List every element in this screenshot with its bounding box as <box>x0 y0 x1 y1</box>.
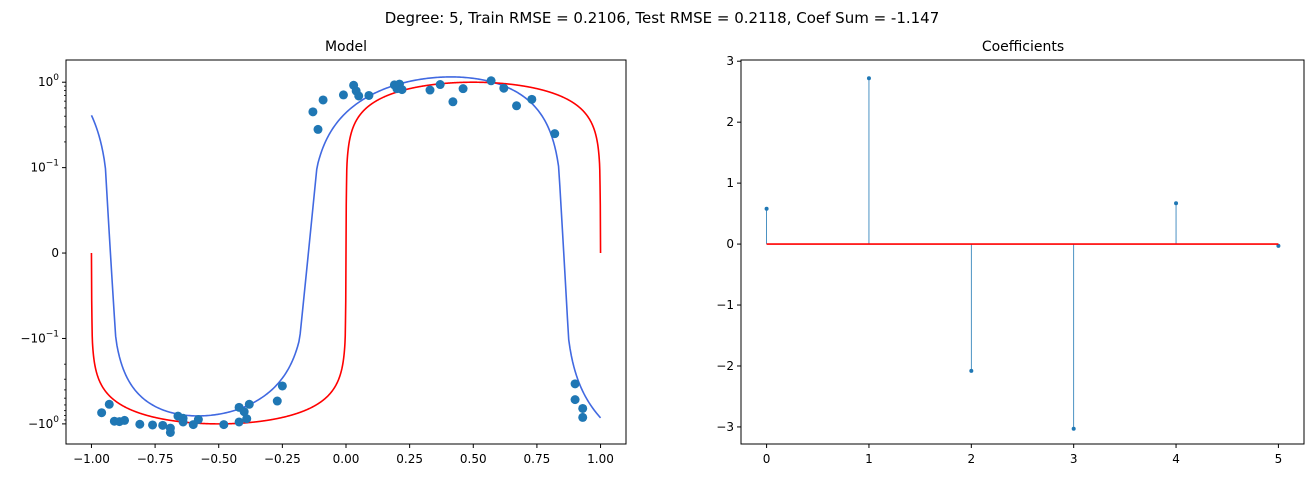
coef-y-tick-label-1: 2 <box>726 115 734 129</box>
coefficients-chart: Coefficients 0 1 2 3 4 5 3 2 1 0 −1 −2 −3 <box>716 39 1305 466</box>
y-tick-label-3: −10−1 <box>20 329 59 345</box>
data-point-26 <box>338 90 348 100</box>
x-tick-label-5: 0.25 <box>396 452 423 466</box>
model-chart-title: Model <box>325 39 367 55</box>
data-point-1 <box>104 399 114 409</box>
data-point-20 <box>244 399 254 409</box>
data-point-44 <box>570 379 580 389</box>
y-tick-label-0: 100 <box>38 73 59 89</box>
coefficients-chart-title: Coefficients <box>982 39 1064 55</box>
coef-x-tick-label-2: 2 <box>967 452 975 466</box>
data-point-17 <box>234 417 244 427</box>
model-chart: Model −1.00 −0.75 −0.50 −0.25 0.00 0.25 0.50 0.… <box>20 39 627 466</box>
x-tick-label-6: 0.50 <box>460 452 487 466</box>
data-point-21 <box>272 396 282 406</box>
figure-suptitle: Degree: 5, Train RMSE = 0.2106, Test RMS… <box>385 9 940 27</box>
stem-marker-1 <box>866 76 871 81</box>
data-point-34 <box>397 85 407 95</box>
coefficients-plot-area <box>764 76 1281 431</box>
x-tick-label-0: −1.00 <box>73 452 110 466</box>
coef-y-tick-label-5: −2 <box>716 359 734 373</box>
data-point-30 <box>364 90 374 100</box>
data-point-45 <box>570 395 580 405</box>
model-y-axis: 100 10−1 0 −10−1 −100 <box>20 73 66 431</box>
data-point-41 <box>512 101 522 111</box>
data-point-47 <box>578 412 588 422</box>
data-point-43 <box>550 129 560 139</box>
coef-y-tick-label-2: 1 <box>726 176 734 190</box>
data-point-42 <box>527 94 537 104</box>
y-tick-label-2: 0 <box>51 246 59 260</box>
coef-y-tick-label-6: −3 <box>716 420 734 434</box>
x-tick-label-1: −0.75 <box>137 452 174 466</box>
coef-x-tick-label-1: 1 <box>865 452 873 466</box>
true-function-line <box>90 81 602 425</box>
stem-marker-5 <box>1276 243 1281 248</box>
coef-x-tick-label-3: 3 <box>1070 452 1078 466</box>
x-tick-label-4: 0.00 <box>333 452 360 466</box>
stem-marker-4 <box>1174 201 1179 206</box>
x-tick-label-3: −0.25 <box>264 452 301 466</box>
data-point-14 <box>193 415 203 425</box>
model-plot-area <box>90 76 602 437</box>
data-point-38 <box>458 84 468 94</box>
y-tick-label-1: 10−1 <box>30 159 59 175</box>
data-point-46 <box>578 403 588 413</box>
stem-marker-0 <box>764 206 769 211</box>
data-point-37 <box>448 97 458 107</box>
coefficients-axes-frame <box>740 59 1305 445</box>
data-point-19 <box>242 414 252 424</box>
coef-x-tick-label-5: 5 <box>1275 452 1283 466</box>
data-point-24 <box>313 124 323 134</box>
x-tick-label-2: −0.50 <box>200 452 237 466</box>
stem-marker-2 <box>969 368 974 373</box>
data-point-9 <box>165 427 175 437</box>
data-point-23 <box>308 107 318 117</box>
data-point-4 <box>120 415 130 425</box>
data-point-36 <box>435 80 445 90</box>
data-point-29 <box>354 91 364 101</box>
data-point-5 <box>135 419 145 429</box>
data-point-12 <box>178 417 188 427</box>
data-point-15 <box>219 420 229 430</box>
stem-marker-3 <box>1071 426 1076 431</box>
data-point-18 <box>239 407 249 417</box>
coef-x-tick-label-0: 0 <box>763 452 771 466</box>
coef-y-tick-label-4: −1 <box>716 298 734 312</box>
data-point-40 <box>499 83 509 93</box>
coef-x-tick-label-4: 4 <box>1172 452 1180 466</box>
model-x-axis: −1.00 −0.75 −0.50 −0.25 0.00 0.25 0.50 0.75 1.00 <box>73 444 614 466</box>
data-point-6 <box>148 420 158 430</box>
coefficients-y-axis: 3 2 1 0 −1 −2 −3 <box>716 54 741 434</box>
coef-y-tick-label-3: 0 <box>726 237 734 251</box>
x-tick-label-8: 1.00 <box>587 452 614 466</box>
y-tick-label-4: −100 <box>28 415 59 431</box>
data-point-0 <box>97 408 107 418</box>
data-point-22 <box>277 381 287 391</box>
coef-y-tick-label-0: 3 <box>726 54 734 68</box>
model-axes-frame <box>65 59 627 445</box>
data-point-35 <box>425 85 435 95</box>
data-point-39 <box>486 76 496 86</box>
data-point-7 <box>158 420 168 430</box>
data-point-25 <box>318 95 328 105</box>
coefficients-x-axis: 0 1 2 3 4 5 <box>763 444 1282 466</box>
x-tick-label-7: 0.75 <box>524 452 551 466</box>
